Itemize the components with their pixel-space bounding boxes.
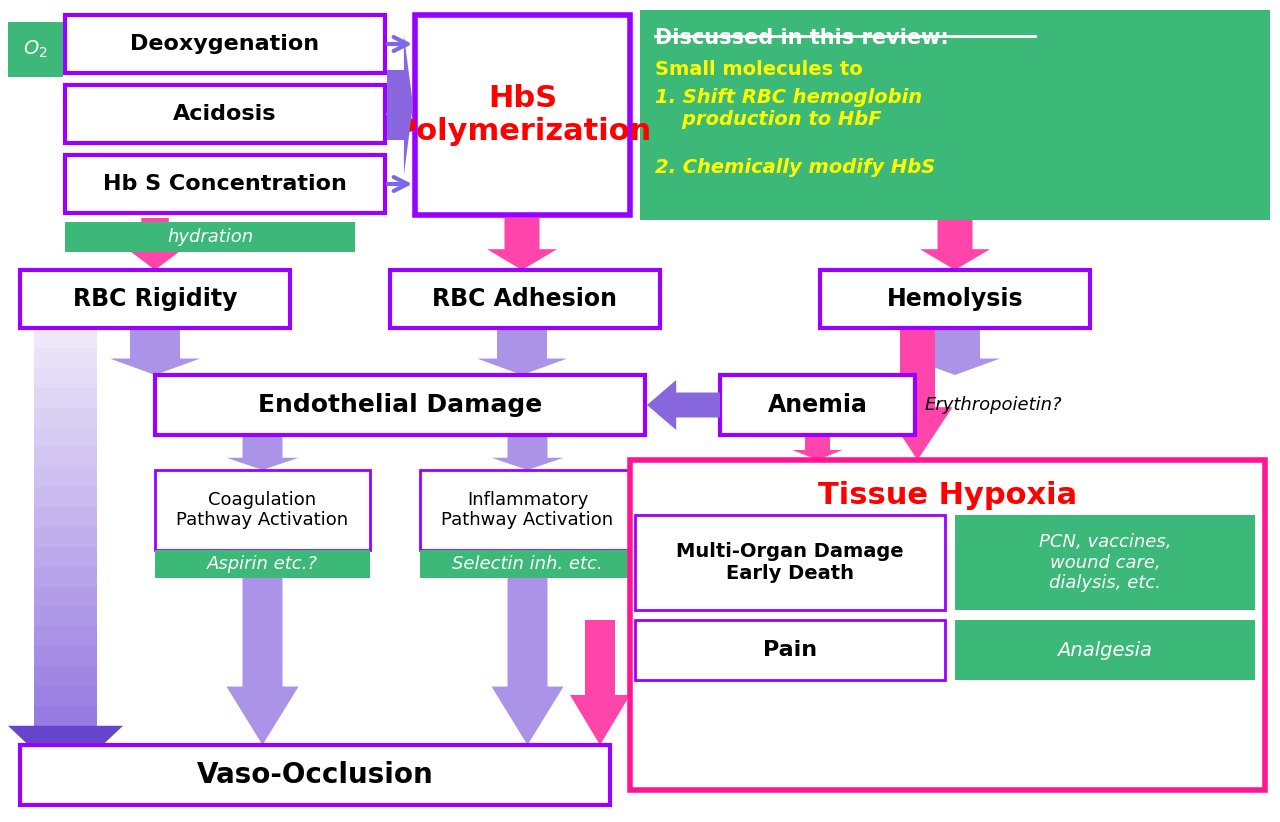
Text: PCN, vaccines,
wound care,
dialysis, etc.: PCN, vaccines, wound care, dialysis, etc… <box>1039 533 1171 593</box>
Polygon shape <box>477 328 567 375</box>
FancyBboxPatch shape <box>719 375 915 435</box>
FancyBboxPatch shape <box>955 620 1254 680</box>
Bar <box>33 587 97 607</box>
Bar <box>33 686 97 706</box>
FancyBboxPatch shape <box>65 222 355 252</box>
Text: Inflammatory
Pathway Activation: Inflammatory Pathway Activation <box>442 491 613 529</box>
Polygon shape <box>492 435 563 470</box>
Polygon shape <box>486 218 557 270</box>
FancyBboxPatch shape <box>420 550 635 578</box>
Bar <box>33 547 97 566</box>
Text: Erythropoietin?: Erythropoietin? <box>925 396 1062 414</box>
Text: Deoxygenation: Deoxygenation <box>131 34 320 54</box>
FancyBboxPatch shape <box>20 270 291 328</box>
Polygon shape <box>920 218 989 270</box>
Polygon shape <box>128 218 183 270</box>
Text: Anemia: Anemia <box>768 393 868 417</box>
Text: hydration: hydration <box>166 228 253 246</box>
Bar <box>33 626 97 646</box>
FancyBboxPatch shape <box>155 375 645 435</box>
FancyBboxPatch shape <box>390 270 660 328</box>
Bar <box>33 487 97 507</box>
Polygon shape <box>792 435 842 460</box>
Text: RBC Adhesion: RBC Adhesion <box>433 287 617 311</box>
FancyBboxPatch shape <box>65 15 385 73</box>
Text: Coagulation
Pathway Activation: Coagulation Pathway Activation <box>177 491 348 529</box>
Text: Endothelial Damage: Endothelial Damage <box>257 393 543 417</box>
Text: 1. Shift RBC hemoglobin
    production to HbF: 1. Shift RBC hemoglobin production to Hb… <box>655 88 922 129</box>
Polygon shape <box>387 35 413 175</box>
FancyBboxPatch shape <box>20 745 611 805</box>
Polygon shape <box>910 328 1000 375</box>
FancyBboxPatch shape <box>8 22 63 77</box>
FancyBboxPatch shape <box>415 15 630 215</box>
FancyBboxPatch shape <box>955 515 1254 610</box>
Text: Hemolysis: Hemolysis <box>887 287 1023 311</box>
Polygon shape <box>646 380 719 430</box>
Text: Analgesia: Analgesia <box>1057 640 1152 659</box>
Text: Aspirin etc.?: Aspirin etc.? <box>207 555 317 573</box>
Bar <box>33 328 97 348</box>
Bar <box>33 646 97 666</box>
Text: Small molecules to: Small molecules to <box>655 60 863 79</box>
Text: Pain: Pain <box>763 640 817 660</box>
Text: Selectin inh. etc.: Selectin inh. etc. <box>452 555 603 573</box>
Polygon shape <box>227 578 298 745</box>
FancyBboxPatch shape <box>630 460 1265 790</box>
FancyBboxPatch shape <box>155 550 370 578</box>
Bar <box>33 388 97 408</box>
Text: Discussed in this review:: Discussed in this review: <box>655 28 948 48</box>
FancyBboxPatch shape <box>65 85 385 143</box>
FancyBboxPatch shape <box>820 270 1091 328</box>
Polygon shape <box>882 328 952 460</box>
Text: Multi-Organ Damage
Early Death: Multi-Organ Damage Early Death <box>676 542 904 583</box>
Polygon shape <box>110 328 200 375</box>
Polygon shape <box>227 435 298 470</box>
FancyBboxPatch shape <box>635 620 945 680</box>
Bar <box>33 566 97 587</box>
Text: 2. Chemically modify HbS: 2. Chemically modify HbS <box>655 158 936 177</box>
Text: HbS
Polymerization: HbS Polymerization <box>394 84 652 146</box>
Bar <box>33 427 97 447</box>
Polygon shape <box>492 578 563 745</box>
Text: Tissue Hypoxia: Tissue Hypoxia <box>818 481 1076 510</box>
Bar <box>33 348 97 367</box>
Polygon shape <box>570 620 630 745</box>
FancyBboxPatch shape <box>65 155 385 213</box>
Text: Acidosis: Acidosis <box>173 104 276 124</box>
Bar <box>33 666 97 686</box>
Bar <box>33 607 97 626</box>
FancyBboxPatch shape <box>640 10 1270 220</box>
Text: $O_2$: $O_2$ <box>23 39 47 60</box>
FancyBboxPatch shape <box>155 470 370 550</box>
Text: Hb S Concentration: Hb S Concentration <box>104 174 347 194</box>
Bar <box>33 706 97 726</box>
Bar <box>33 447 97 467</box>
Bar <box>33 408 97 427</box>
FancyBboxPatch shape <box>635 515 945 610</box>
Text: Vaso-Occlusion: Vaso-Occlusion <box>197 761 434 789</box>
Bar <box>33 507 97 527</box>
Bar <box>33 467 97 487</box>
FancyBboxPatch shape <box>420 470 635 550</box>
Bar <box>33 367 97 388</box>
Polygon shape <box>8 726 123 780</box>
Bar <box>33 527 97 547</box>
Text: RBC Rigidity: RBC Rigidity <box>73 287 237 311</box>
